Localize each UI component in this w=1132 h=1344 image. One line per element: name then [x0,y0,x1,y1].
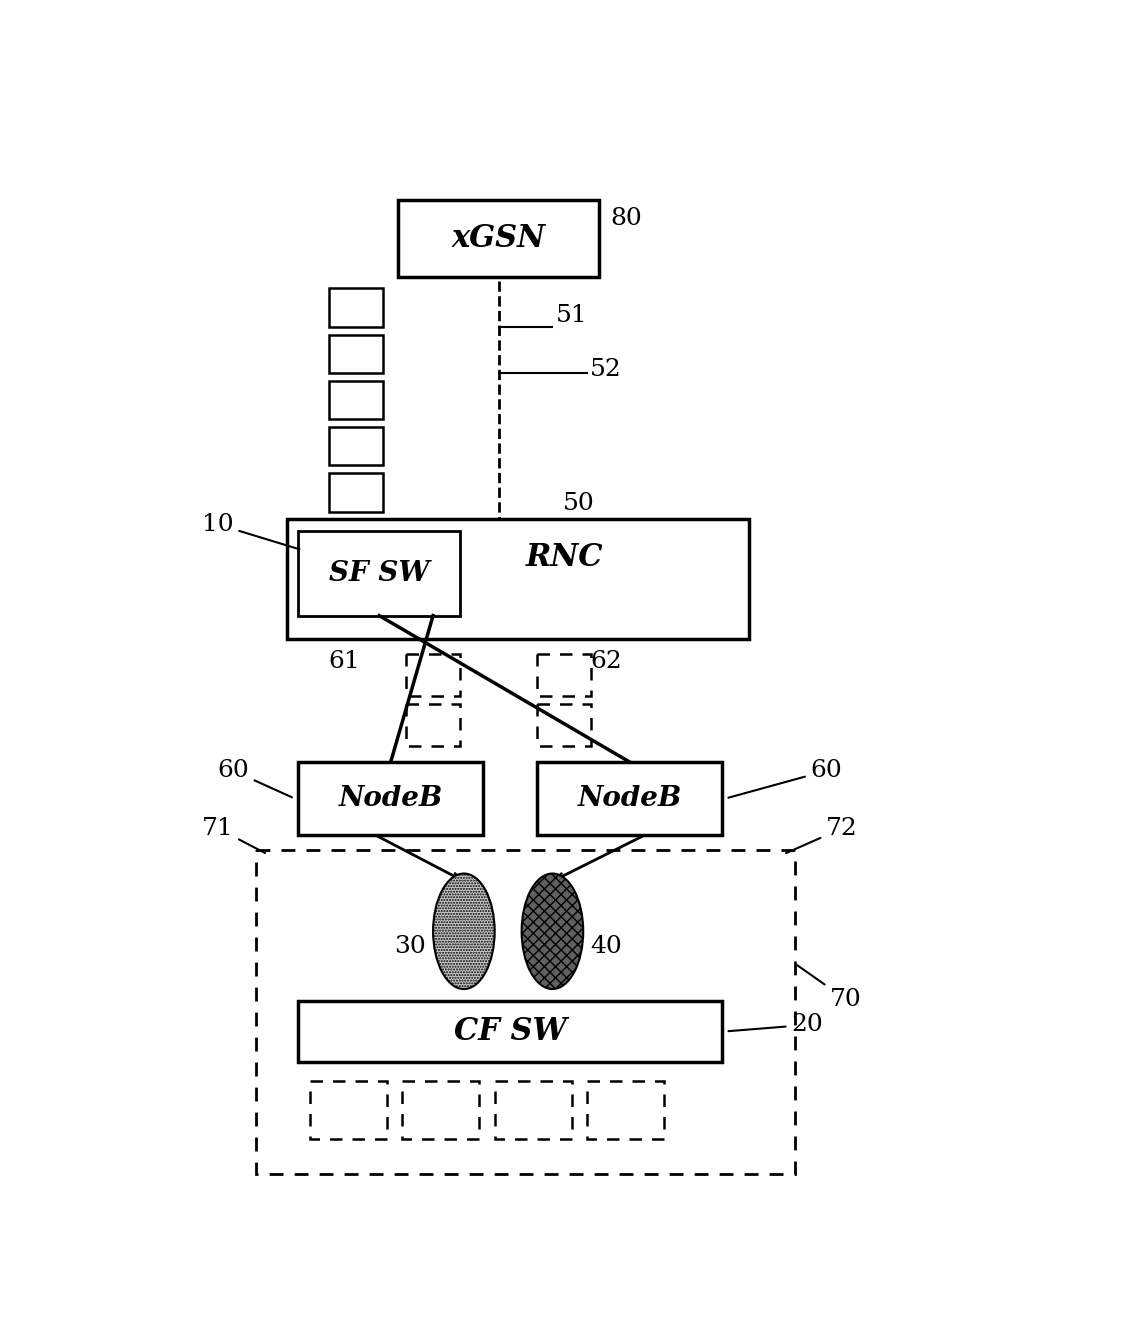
Text: 50: 50 [563,492,594,516]
Bar [398,200,599,277]
Text: RNC: RNC [525,543,602,574]
Bar [299,762,483,835]
Bar [299,531,460,616]
Text: 52: 52 [590,358,621,380]
Bar [310,1082,387,1140]
Text: 30: 30 [394,935,426,958]
Bar [537,704,591,746]
Text: 60: 60 [217,759,292,797]
Bar [537,655,591,696]
Text: 72: 72 [786,817,858,853]
Bar [588,1082,664,1140]
Ellipse shape [434,874,495,989]
Bar [329,335,383,374]
Text: 61: 61 [328,650,360,673]
Text: SF SW: SF SW [329,559,429,587]
Text: 80: 80 [610,207,642,230]
Text: NodeB: NodeB [577,785,681,812]
Text: 51: 51 [556,304,588,327]
Bar [286,519,748,638]
Text: CF SW: CF SW [454,1016,566,1047]
Bar [406,704,460,746]
Bar [329,380,383,419]
Bar [256,851,795,1173]
Bar [406,655,460,696]
Bar [299,1000,722,1062]
Text: 10: 10 [203,513,300,550]
Bar [537,762,722,835]
Text: 62: 62 [591,650,623,673]
Text: xGSN: xGSN [452,223,546,254]
Text: 20: 20 [729,1013,823,1036]
Text: 71: 71 [203,817,265,853]
Ellipse shape [522,874,583,989]
Bar [329,289,383,327]
Bar [495,1082,572,1140]
Bar [329,427,383,465]
Bar [402,1082,479,1140]
Bar [329,473,383,512]
Text: 70: 70 [797,965,861,1011]
Text: NodeB: NodeB [338,785,443,812]
Text: 40: 40 [591,935,623,958]
Text: 60: 60 [728,759,842,798]
